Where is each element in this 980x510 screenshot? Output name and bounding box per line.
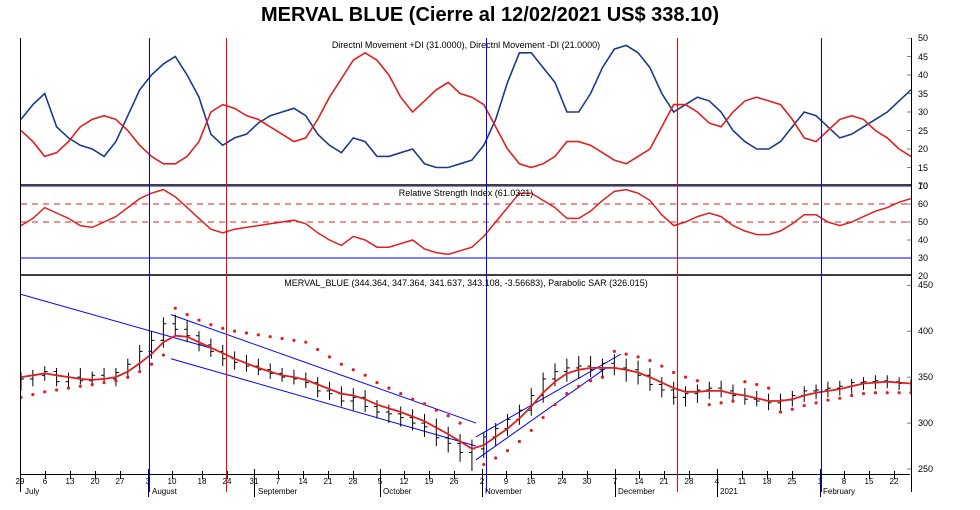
- month-label: December: [618, 487, 655, 496]
- xtick-label: 30: [583, 477, 592, 486]
- xtick-label: 20: [91, 477, 100, 486]
- reference-vline: [149, 38, 150, 492]
- reference-vline: [677, 38, 678, 492]
- month-label: September: [258, 487, 297, 496]
- dmi-chart: [21, 38, 911, 186]
- chart-area: Directnl Movement +DI (31.0000), Directn…: [20, 38, 912, 492]
- ytick-label: 50: [918, 217, 928, 227]
- xtick-label: 18: [198, 477, 207, 486]
- ytick-label: 40: [918, 235, 928, 245]
- ytick-label: 20: [918, 144, 928, 154]
- xtick-label: 18: [763, 477, 772, 486]
- price-chart: [21, 276, 911, 492]
- month-label: 2021: [720, 487, 738, 496]
- price-panel-title: MERVAL_BLUE (344.364, 347.364, 341.637, …: [21, 278, 911, 288]
- ytick-label: 400: [918, 326, 933, 336]
- xtick-label: 14: [635, 477, 644, 486]
- ytick-label: 30: [918, 253, 928, 263]
- ytick-label: 35: [918, 89, 928, 99]
- ytick-label: 50: [918, 33, 928, 43]
- xtick-label: 7: [276, 477, 280, 486]
- rsi-yaxis: 203040506070: [916, 186, 956, 276]
- xtick-label: 21: [324, 477, 333, 486]
- xtick-label: 12: [400, 477, 409, 486]
- xtick-label: 29: [16, 477, 25, 486]
- ytick-label: 70: [918, 181, 928, 191]
- xtick-label: 14: [299, 477, 308, 486]
- xtick-label: 11: [738, 477, 746, 486]
- xtick-label: 19: [425, 477, 434, 486]
- ytick-label: 30: [918, 107, 928, 117]
- xtick-label: 10: [168, 477, 177, 486]
- month-label: February: [823, 487, 855, 496]
- ytick-label: 25: [918, 126, 928, 136]
- xtick-label: 24: [223, 477, 232, 486]
- rsi-chart: [21, 186, 911, 276]
- rsi-panel-title: Relative Strength Index (61.0321): [21, 188, 911, 198]
- chart-title: MERVAL BLUE (Cierre al 12/02/2021 US$ 33…: [0, 4, 980, 27]
- ytick-label: 450: [918, 280, 933, 290]
- ytick-label: 250: [918, 464, 933, 474]
- dmi-panel: Directnl Movement +DI (31.0000), Directn…: [21, 38, 911, 186]
- reference-vline: [821, 38, 822, 492]
- xtick-label: 21: [660, 477, 669, 486]
- ytick-label: 45: [918, 52, 928, 62]
- rsi-panel: Relative Strength Index (61.0321) 203040…: [21, 186, 911, 276]
- xtick-label: 27: [116, 477, 125, 486]
- ytick-label: 300: [918, 418, 933, 428]
- ytick-label: 350: [918, 372, 933, 382]
- xtick-label: 22: [890, 477, 899, 486]
- xtick-label: 6: [43, 477, 47, 486]
- ytick-label: 15: [918, 163, 928, 173]
- xtick-label: 16: [527, 477, 536, 486]
- xtick-label: 28: [685, 477, 694, 486]
- price-yaxis: 250 300 350 400 450: [916, 276, 956, 492]
- reference-vline: [226, 38, 227, 492]
- xtick-label: 26: [450, 477, 459, 486]
- month-label: November: [485, 487, 522, 496]
- xtick-label: 15: [865, 477, 874, 486]
- xtick-label: 8: [842, 477, 846, 486]
- chart-container: MERVAL BLUE (Cierre al 12/02/2021 US$ 33…: [0, 0, 980, 510]
- xtick-label: 9: [504, 477, 508, 486]
- xtick-label: 28: [349, 477, 358, 486]
- month-label: July: [25, 487, 39, 496]
- ytick-label: 40: [918, 70, 928, 80]
- price-panel: MERVAL_BLUE (344.364, 347.364, 341.637, …: [21, 276, 911, 492]
- month-label: October: [383, 487, 411, 496]
- xtick-label: 13: [66, 477, 75, 486]
- xtick-label: 25: [788, 477, 797, 486]
- dmi-panel-title: Directnl Movement +DI (31.0000), Directn…: [21, 40, 911, 50]
- ytick-label: 60: [918, 199, 928, 209]
- dmi-yaxis: 101520253035404550: [916, 38, 956, 186]
- reference-vline: [486, 38, 487, 492]
- month-label: August: [152, 487, 177, 496]
- xtick-label: 24: [558, 477, 567, 486]
- x-axis: 2961320273101824317142128512192629162430…: [20, 474, 910, 505]
